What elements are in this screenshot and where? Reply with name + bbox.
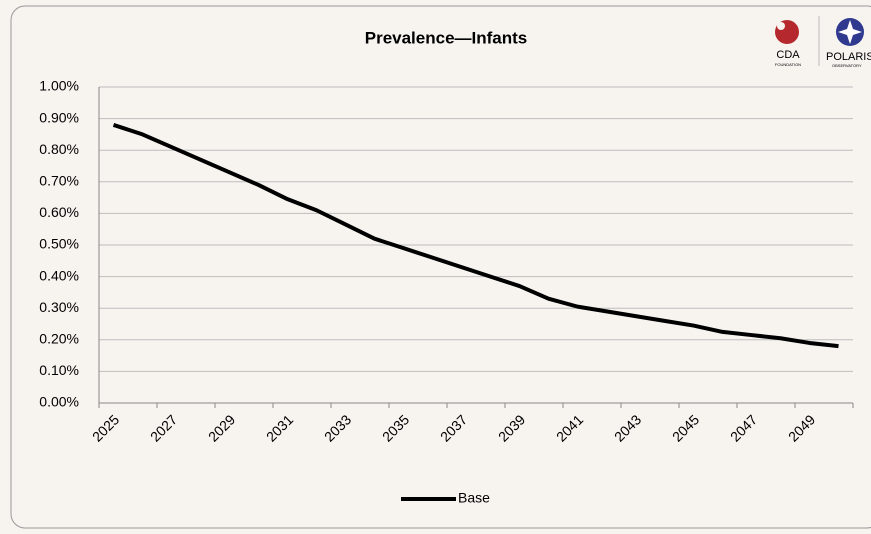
logo-text: CDA — [776, 49, 800, 61]
legend-label: Base — [458, 490, 490, 506]
y-tick-label: 0.00% — [39, 394, 79, 410]
logo-polaris: POLARIS OBSERVATORY — [826, 18, 871, 68]
chart-frame — [10, 5, 871, 529]
y-tick-label: 0.60% — [39, 204, 79, 220]
series-line — [112, 123, 839, 349]
y-tick-label: 0.80% — [39, 141, 79, 157]
y-tick-label: 0.30% — [39, 299, 79, 315]
y-tick-label: 0.20% — [39, 331, 79, 347]
logo-cda: CDA FOUNDATION — [775, 20, 801, 67]
y-tick-label: 1.00% — [39, 78, 79, 94]
logo-text: POLARIS — [826, 51, 871, 63]
chart-title: Prevalence—Infants — [365, 28, 528, 47]
logo-text: OBSERVATORY — [832, 63, 862, 68]
y-tick-label: 0.50% — [39, 236, 79, 252]
y-tick-label: 0.40% — [39, 267, 79, 283]
y-tick-label: 0.90% — [39, 109, 79, 125]
logo-mark — [777, 22, 785, 30]
logo-text: FOUNDATION — [775, 62, 801, 67]
y-tick-label: 0.10% — [39, 362, 79, 378]
y-tick-label: 0.70% — [39, 173, 79, 189]
logo-mark — [838, 20, 862, 44]
